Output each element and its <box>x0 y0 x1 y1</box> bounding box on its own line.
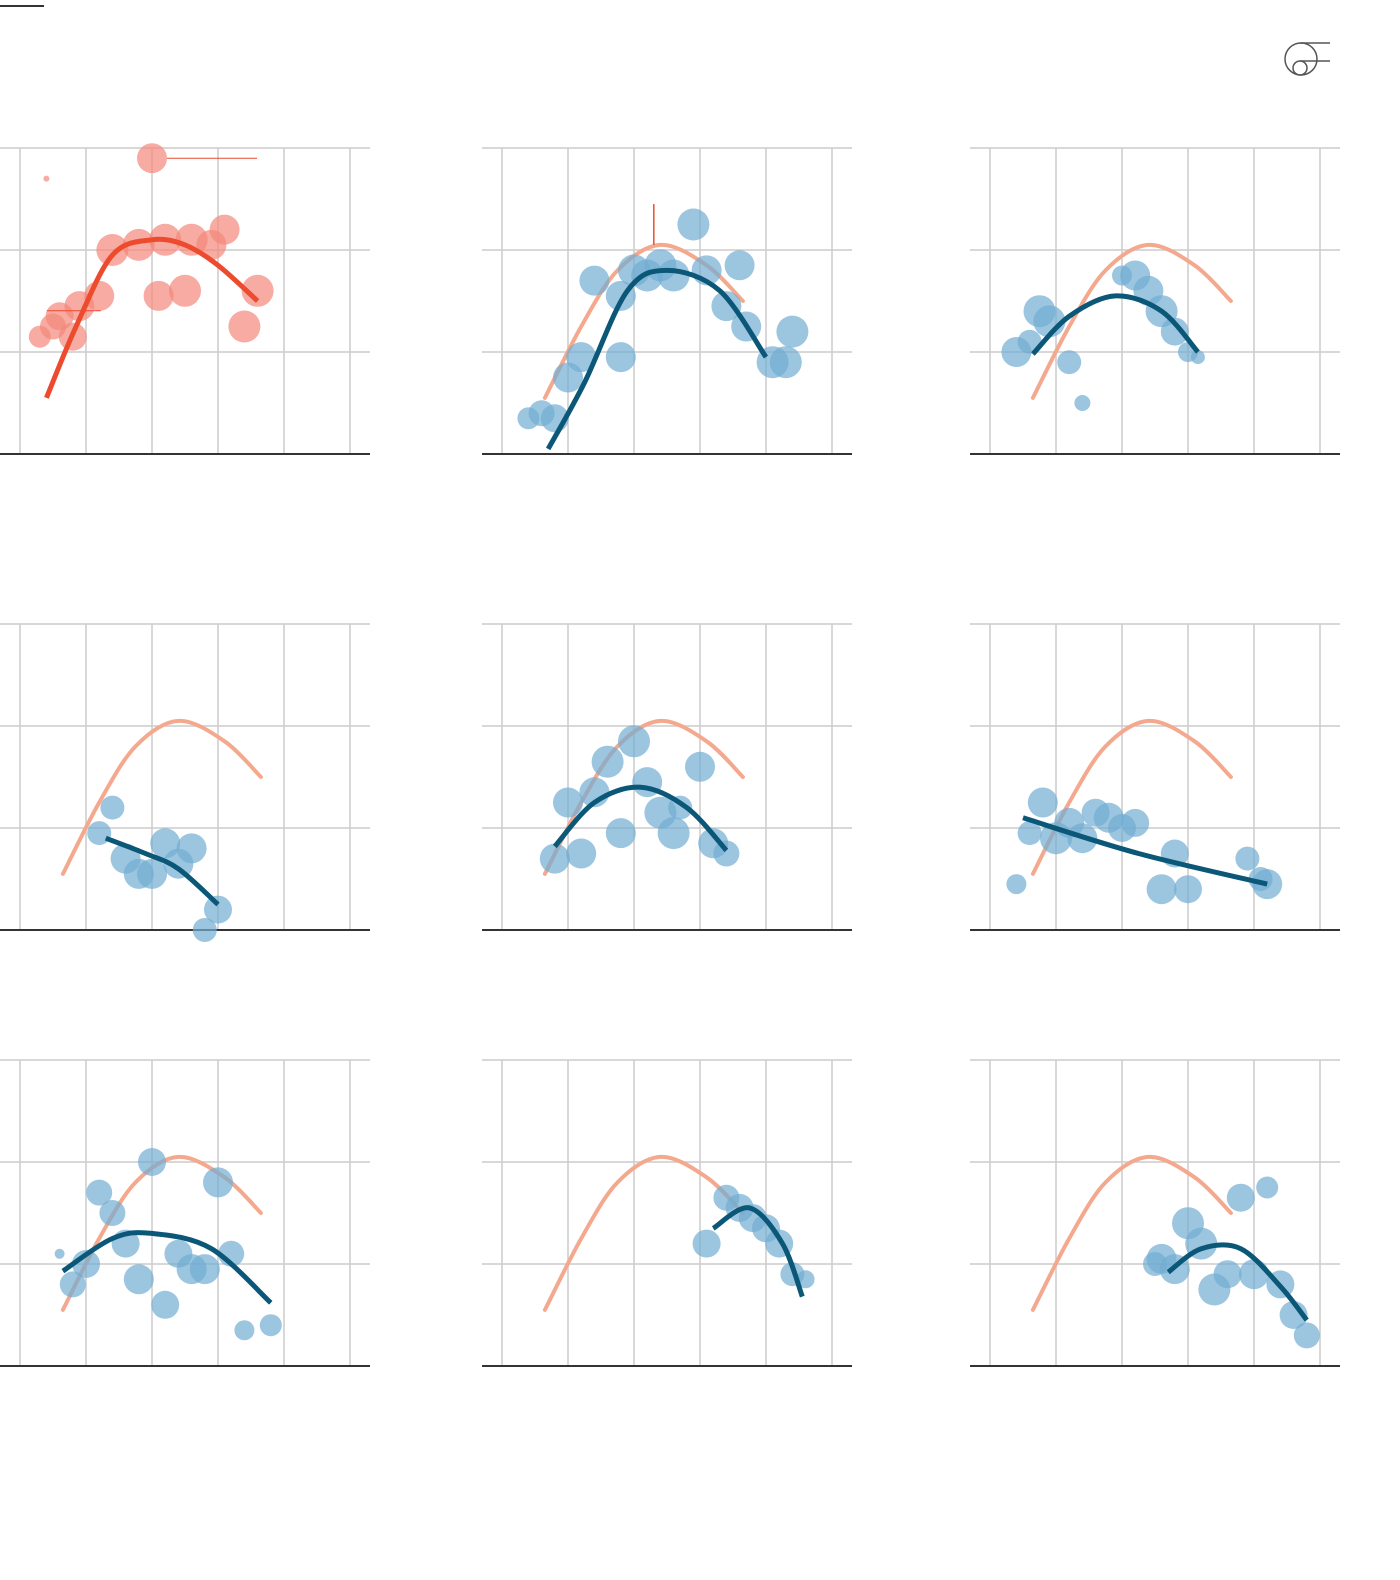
data-point <box>1006 874 1027 895</box>
data-point <box>122 228 155 261</box>
reference-trend-curve <box>1030 1154 1233 1312</box>
fitted-trend-curve <box>1166 1242 1309 1322</box>
data-point <box>143 280 174 311</box>
data-point <box>151 1290 180 1319</box>
fitted-trend-curve <box>546 267 769 451</box>
data-point <box>1190 350 1205 365</box>
data-point <box>796 1270 815 1289</box>
fitted-trend-curve <box>1022 815 1268 887</box>
data-point <box>86 1179 113 1206</box>
data-point <box>138 1148 166 1176</box>
reference-trend-curve <box>1030 242 1233 400</box>
data-point <box>1293 1322 1320 1349</box>
fitted-trend-curve <box>552 784 729 853</box>
data-point <box>1235 846 1260 871</box>
data-point <box>1027 787 1058 818</box>
data-point <box>1160 317 1189 346</box>
data-point <box>1074 395 1091 411</box>
data-point <box>87 821 112 846</box>
chart-panel-5 <box>482 623 852 931</box>
small-multiples-grid <box>0 143 1340 1367</box>
data-point <box>657 259 690 292</box>
data-point <box>234 1320 255 1341</box>
data-point <box>99 1200 126 1226</box>
data-point <box>605 818 636 849</box>
reference-trend-curve <box>60 718 263 876</box>
data-point <box>769 346 802 379</box>
data-point <box>189 1254 220 1285</box>
data-point <box>203 1167 233 1198</box>
data-point <box>192 918 217 942</box>
data-point <box>685 751 715 782</box>
data-point <box>711 291 742 322</box>
publisher-logo-icon <box>1284 42 1330 76</box>
data-point <box>1017 821 1042 846</box>
reference-trend-curve <box>542 1154 745 1312</box>
data-point <box>579 265 610 296</box>
data-point <box>204 895 232 924</box>
data-point <box>553 787 583 818</box>
data-point <box>137 858 167 889</box>
data-point <box>776 315 809 348</box>
data-point <box>169 274 201 307</box>
data-point <box>566 342 597 373</box>
data-point <box>100 795 125 820</box>
data-point <box>43 175 50 182</box>
data-point <box>123 1264 154 1295</box>
chart-panel-4 <box>0 623 370 942</box>
data-point <box>539 843 570 874</box>
data-point <box>1174 875 1202 904</box>
data-point <box>724 250 755 281</box>
chart-panel-6 <box>970 623 1340 931</box>
data-point <box>677 208 710 241</box>
chart-panel-8 <box>482 1059 852 1367</box>
fitted-trend-curve <box>104 835 220 907</box>
fitted-trend-curve <box>711 1205 805 1298</box>
fitted-trend-curve <box>44 236 260 399</box>
data-point <box>713 840 740 867</box>
data-point <box>1121 808 1150 837</box>
data-point <box>1226 1183 1255 1212</box>
data-point <box>54 1248 65 1259</box>
chart-panel-1 <box>0 143 370 455</box>
chart-panel-9 <box>970 1059 1340 1367</box>
data-point <box>1256 1176 1279 1199</box>
fitted-trend-curve <box>1031 293 1200 356</box>
data-point <box>241 274 274 307</box>
data-point <box>1057 350 1082 375</box>
chart-panel-7 <box>0 1059 370 1367</box>
data-point <box>228 310 261 343</box>
data-point <box>209 214 240 245</box>
data-point <box>137 143 167 174</box>
chart-panel-3 <box>970 147 1340 455</box>
data-point <box>657 817 690 850</box>
data-point <box>566 838 597 869</box>
data-point <box>1239 1259 1269 1290</box>
data-point <box>1146 874 1177 905</box>
chart-panel-2 <box>482 147 852 455</box>
data-point <box>1213 1260 1242 1289</box>
data-point <box>259 1314 282 1337</box>
data-point <box>605 342 636 373</box>
data-point <box>591 745 624 778</box>
fitted-trend-curve <box>61 1230 273 1305</box>
data-point <box>59 1271 86 1298</box>
data-point <box>176 833 207 864</box>
data-point <box>96 234 129 266</box>
data-point <box>618 725 650 758</box>
data-point <box>692 1229 721 1258</box>
